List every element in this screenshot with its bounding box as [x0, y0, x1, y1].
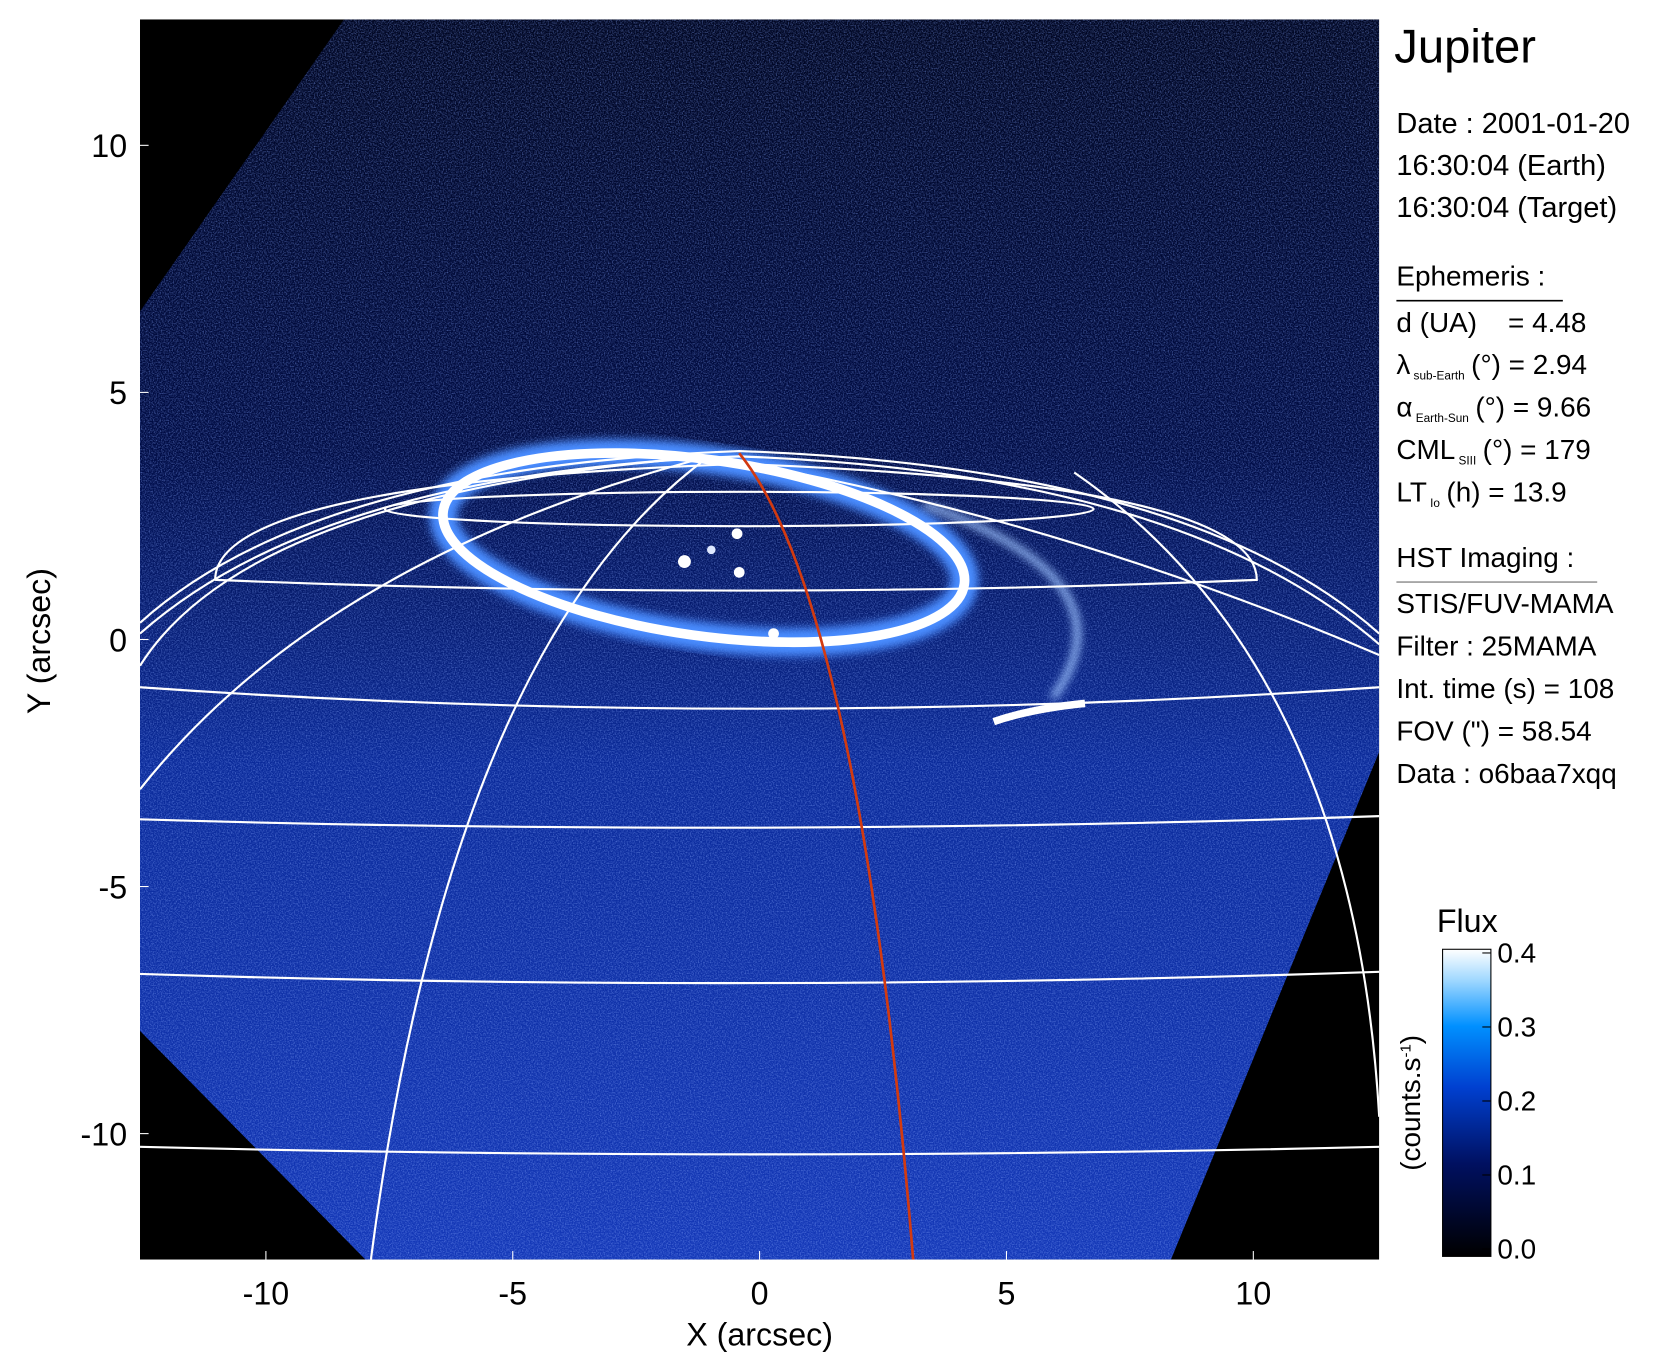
row-symbol: d (UA) = 4.48: [1396, 307, 1586, 338]
row-symbol: LT: [1396, 476, 1427, 507]
row-symbol: α: [1396, 392, 1412, 423]
row-subscript: sub-Earth: [1414, 369, 1465, 383]
info-row: LT Io (h) = 13.9: [1396, 476, 1566, 509]
y-tick-label: -5: [98, 869, 127, 905]
y-tick-label: 0: [109, 622, 127, 658]
info-line: 16:30:04 (Target): [1396, 192, 1617, 224]
x-tick-label: 5: [998, 1276, 1016, 1312]
row-subscript: SIII: [1459, 453, 1477, 467]
colorbar-label: (counts.s-1): [1395, 1035, 1426, 1171]
colorbar: [1442, 948, 1492, 1257]
info-line: 16:30:04 (Earth): [1396, 150, 1605, 182]
y-tick-label: -10: [81, 1116, 128, 1152]
aurora: [428, 439, 1086, 726]
image: [140, 19, 1380, 1260]
y-tick-label: 10: [91, 128, 127, 164]
graticule: [140, 449, 1380, 1260]
row-rest: (h) = 13.9: [1446, 476, 1566, 507]
info-row: STIS/FUV-MAMA: [1396, 588, 1613, 619]
x-tick-label: 10: [1235, 1276, 1271, 1312]
x-tick-label: -5: [498, 1276, 527, 1312]
info-row: λ sub-Earth (°) = 2.94: [1396, 349, 1587, 382]
info-panel: Date : 2001-01-20 16:30:04 (Earth) 16:30:0…: [1396, 108, 1630, 789]
info-row: α Earth-Sun (°) = 9.66: [1396, 392, 1591, 425]
row-subscript: Earth-Sun: [1416, 411, 1469, 425]
info-row: Data : o6baa7xqq: [1396, 758, 1616, 789]
section-heading: HST Imaging :: [1396, 542, 1574, 573]
detector-field: [140, 19, 1380, 1260]
x-tick-label: -10: [243, 1276, 290, 1312]
row-rest: (°) = 179: [1483, 434, 1591, 465]
row-rest: (°) = 2.94: [1471, 349, 1587, 380]
label-sup: -1: [1397, 1044, 1414, 1057]
info-row: CML SIII (°) = 179: [1396, 434, 1590, 467]
x-axis-label: X (arcsec): [686, 1317, 833, 1353]
row-subscript: Io: [1430, 496, 1440, 510]
info-row: d (UA) = 4.48: [1396, 307, 1586, 338]
colorbar-tick-label: 0.3: [1497, 1012, 1536, 1043]
info-row: Filter : 25MAMA: [1396, 631, 1596, 662]
row-symbol: CML: [1396, 434, 1455, 465]
row-rest: (°) = 9.66: [1475, 392, 1591, 423]
colorbar-tick-label: 0.4: [1497, 938, 1536, 969]
section-heading: Ephemeris :: [1396, 261, 1545, 292]
y-tick-label: 5: [109, 375, 127, 411]
label-text: (counts.s: [1395, 1058, 1426, 1171]
colorbar-tick-label: 0.1: [1497, 1160, 1536, 1191]
colorbar-tick-label: 0.2: [1497, 1086, 1536, 1117]
info-row: Int. time (s) = 108: [1396, 673, 1614, 704]
label-end: ): [1395, 1035, 1426, 1044]
info-row: FOV (") = 58.54: [1396, 715, 1591, 746]
colorbar-title: Flux: [1437, 903, 1498, 939]
y-axis-label: Y (arcsec): [21, 568, 57, 714]
info-line: Date : 2001-01-20: [1396, 108, 1630, 140]
row-symbol: λ: [1396, 349, 1410, 380]
x-tick-label: 0: [751, 1276, 769, 1312]
colorbar-tick-label: 0.0: [1497, 1234, 1536, 1265]
panel-title: Jupiter: [1394, 20, 1536, 73]
central-meridian: [738, 452, 915, 1260]
